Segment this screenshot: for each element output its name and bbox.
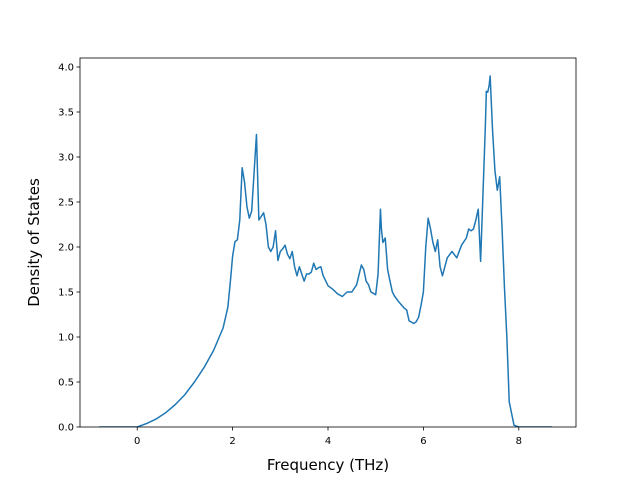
plot-area [99, 75, 553, 427]
series-line-0 [99, 75, 553, 427]
y-tick-label: 2.5 [58, 198, 74, 209]
y-tick-label: 2.0 [58, 243, 74, 254]
y-tick-label: 4.0 [58, 63, 74, 74]
y-tick-label: 3.5 [58, 108, 74, 119]
x-tick-label: 4 [325, 436, 331, 447]
y-axis-title: Density of States [25, 178, 43, 307]
x-tick-label: 6 [420, 436, 426, 447]
y-axis: 0.0 0.5 1.0 1.5 2.0 2.5 3.0 3.5 4.0 [58, 63, 80, 434]
axes-frame [79, 57, 577, 428]
y-tick-label: 0.0 [58, 423, 74, 434]
x-axis-title: Frequency (THz) [267, 456, 389, 474]
x-tick-label: 0 [134, 436, 140, 447]
x-axis: 0 2 4 6 8 [134, 427, 522, 447]
y-tick-label: 3.0 [58, 153, 74, 164]
x-tick-label: 2 [229, 436, 235, 447]
y-tick-label: 1.0 [58, 333, 74, 344]
y-tick-label: 0.5 [58, 378, 74, 389]
x-tick-label: 8 [516, 436, 522, 447]
y-tick-label: 1.5 [58, 288, 74, 299]
